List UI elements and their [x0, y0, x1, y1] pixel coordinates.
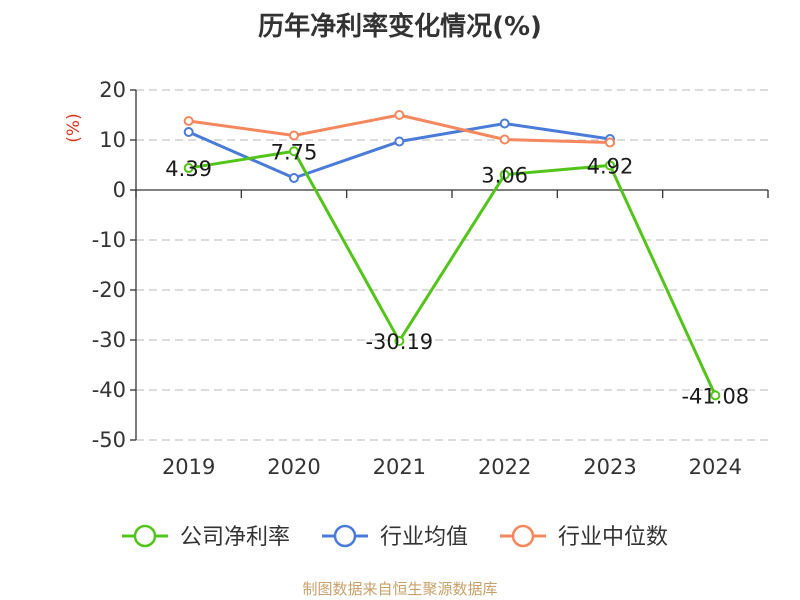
y-tick-label: 0 — [113, 178, 126, 202]
data-point — [183, 116, 194, 126]
y-tick-label: -20 — [92, 278, 126, 302]
y-tick-label: -10 — [92, 228, 126, 252]
data-point — [394, 136, 405, 147]
data-point — [394, 110, 405, 120]
data-point — [605, 137, 615, 148]
x-tick-label: 2020 — [267, 455, 320, 479]
x-tick-label: 2024 — [689, 455, 742, 479]
data-label: 4.39 — [165, 157, 212, 181]
data-label: 7.75 — [271, 140, 318, 164]
legend-marker-icon — [511, 524, 535, 548]
data-point — [499, 134, 510, 145]
data-label: -30.19 — [365, 330, 433, 354]
footer-source: 制图数据来自恒生聚源数据库 — [302, 580, 498, 598]
legend-label: 行业中位数 — [558, 525, 668, 550]
legend-label: 行业均值 — [380, 525, 468, 550]
data-point — [289, 173, 299, 183]
chart-title: 历年净利率变化情况(%) — [258, 12, 542, 42]
series-line — [188, 149, 717, 397]
legend-marker-icon — [333, 524, 357, 548]
data-point — [499, 169, 510, 180]
data-point — [710, 390, 721, 401]
data-point — [183, 127, 194, 137]
y-tick-label: -30 — [92, 328, 126, 352]
data-point — [289, 130, 299, 141]
data-point — [289, 146, 299, 157]
legend-item[interactable]: 行业中位数 — [500, 524, 668, 550]
y-tick-label: -40 — [92, 378, 126, 402]
y-tick-label: 10 — [99, 128, 126, 152]
x-tick-label: 2019 — [162, 455, 215, 479]
legend-item[interactable]: 行业均值 — [322, 524, 468, 550]
legend-label: 公司净利率 — [180, 525, 290, 550]
data-point — [394, 335, 405, 346]
data-label: 3.06 — [481, 164, 528, 188]
x-tick-label: 2021 — [373, 455, 426, 479]
y-axis-title: (%) — [64, 113, 84, 142]
x-tick-label: 2023 — [583, 455, 636, 479]
data-point — [499, 118, 510, 129]
y-tick-label: -50 — [92, 428, 126, 452]
data-point — [605, 160, 615, 171]
data-label: -41.08 — [681, 384, 749, 408]
y-tick-label: 20 — [99, 78, 126, 102]
x-tick-label: 2022 — [478, 455, 531, 479]
legend-marker-icon — [133, 524, 157, 548]
data-point — [183, 163, 194, 174]
legend-item[interactable]: 公司净利率 — [122, 524, 290, 550]
data-label: 4.92 — [587, 154, 634, 178]
